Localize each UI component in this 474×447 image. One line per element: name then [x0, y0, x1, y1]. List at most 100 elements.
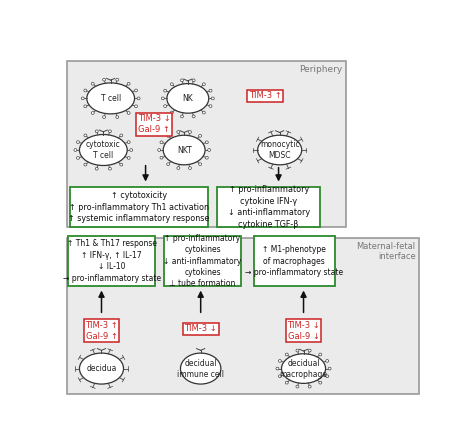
Circle shape	[296, 349, 299, 352]
Circle shape	[116, 78, 118, 81]
Circle shape	[84, 163, 87, 166]
Ellipse shape	[167, 84, 209, 113]
FancyBboxPatch shape	[66, 238, 419, 394]
Text: ↑ Th1 & Th17 response
↑ IFN-γ, ↑ IL-17
↓ IL-10
→ pro-inflammatory state: ↑ Th1 & Th17 response ↑ IFN-γ, ↑ IL-17 ↓…	[63, 239, 161, 283]
Text: ↑ pro-inflammatory
cytokine IFN-γ
↓ anti-inflammatory
cytokine TGF-β: ↑ pro-inflammatory cytokine IFN-γ ↓ anti…	[228, 186, 310, 229]
Text: TIM-3 ↑: TIM-3 ↑	[248, 91, 282, 100]
Text: Maternal-fetal
interface: Maternal-fetal interface	[356, 242, 416, 261]
Circle shape	[296, 385, 299, 388]
Circle shape	[177, 131, 180, 133]
Circle shape	[127, 112, 130, 114]
Circle shape	[285, 353, 288, 356]
Text: T cell: T cell	[100, 94, 121, 103]
Circle shape	[192, 79, 195, 82]
Circle shape	[170, 111, 173, 114]
Circle shape	[160, 156, 163, 159]
Circle shape	[84, 89, 87, 92]
Text: monocytic
MDSC: monocytic MDSC	[260, 140, 300, 160]
Circle shape	[135, 89, 137, 92]
Circle shape	[326, 359, 328, 363]
Circle shape	[135, 105, 137, 108]
FancyBboxPatch shape	[254, 236, 335, 286]
Ellipse shape	[87, 83, 135, 114]
Circle shape	[276, 367, 279, 370]
Text: TIM-3 ↓
Gal-9 ↓: TIM-3 ↓ Gal-9 ↓	[287, 320, 320, 341]
Text: cytotoxic
T cell: cytotoxic T cell	[86, 140, 121, 160]
Circle shape	[278, 375, 282, 378]
Circle shape	[308, 385, 311, 388]
FancyBboxPatch shape	[66, 60, 346, 228]
Circle shape	[120, 134, 123, 137]
Ellipse shape	[80, 135, 127, 165]
Circle shape	[109, 167, 111, 170]
FancyBboxPatch shape	[70, 187, 208, 228]
Circle shape	[84, 134, 87, 137]
Text: TIM-3 ↑
Gal-9 ↑: TIM-3 ↑ Gal-9 ↑	[85, 320, 118, 341]
Ellipse shape	[80, 353, 124, 384]
Circle shape	[328, 367, 331, 370]
Circle shape	[95, 167, 98, 170]
Circle shape	[82, 97, 84, 100]
Ellipse shape	[181, 353, 221, 384]
Text: ↑ pro-inflammatory
cytokines
↓ anti-inflammatory
cytokines
⊥ tube formation: ↑ pro-inflammatory cytokines ↓ anti-infl…	[164, 234, 242, 288]
Text: TIM-3 ↓
Gal-9 ↑: TIM-3 ↓ Gal-9 ↑	[137, 114, 170, 134]
Circle shape	[181, 79, 183, 82]
Circle shape	[189, 131, 191, 133]
Circle shape	[170, 83, 173, 85]
Circle shape	[211, 97, 214, 100]
Circle shape	[208, 149, 210, 152]
Circle shape	[164, 89, 167, 92]
Circle shape	[161, 97, 164, 100]
FancyBboxPatch shape	[68, 236, 155, 286]
Circle shape	[326, 375, 328, 378]
Circle shape	[177, 167, 180, 169]
Text: NK: NK	[182, 94, 193, 103]
Text: ↑ cytotoxicity
↑ pro-inflammatory Th1 activation
↑ systemic inflammatory respons: ↑ cytotoxicity ↑ pro-inflammatory Th1 ac…	[68, 191, 210, 223]
Circle shape	[205, 141, 208, 143]
Circle shape	[84, 105, 87, 108]
Text: decidual
immune cell: decidual immune cell	[177, 358, 224, 379]
Circle shape	[95, 130, 98, 133]
Circle shape	[278, 359, 282, 363]
Circle shape	[137, 97, 140, 100]
Circle shape	[130, 149, 133, 152]
Circle shape	[199, 135, 201, 137]
Ellipse shape	[282, 354, 326, 384]
Circle shape	[127, 141, 130, 143]
Ellipse shape	[163, 135, 205, 165]
Circle shape	[189, 167, 191, 169]
Circle shape	[167, 135, 170, 137]
Circle shape	[199, 163, 201, 165]
Text: Periphery: Periphery	[299, 65, 342, 74]
Circle shape	[158, 149, 161, 152]
Circle shape	[103, 116, 106, 118]
Circle shape	[76, 156, 80, 159]
Circle shape	[160, 141, 163, 143]
Text: TIM-3 ↓: TIM-3 ↓	[184, 325, 217, 333]
Circle shape	[127, 156, 130, 159]
Text: decidua: decidua	[86, 364, 117, 373]
Text: NKT: NKT	[177, 146, 191, 155]
FancyBboxPatch shape	[217, 187, 320, 228]
FancyBboxPatch shape	[164, 236, 241, 286]
Text: decidual
macrophage: decidual macrophage	[280, 358, 328, 379]
Ellipse shape	[257, 135, 301, 165]
Circle shape	[167, 163, 170, 165]
Circle shape	[109, 130, 111, 133]
Circle shape	[91, 112, 94, 114]
Circle shape	[120, 163, 123, 166]
Circle shape	[209, 89, 212, 92]
Circle shape	[74, 149, 77, 152]
Circle shape	[308, 349, 311, 352]
Circle shape	[116, 116, 118, 118]
Text: ↑ M1-phenotype
of macrophages
→ pro-inflammatory state: ↑ M1-phenotype of macrophages → pro-infl…	[245, 245, 344, 277]
Circle shape	[181, 115, 183, 118]
Circle shape	[103, 78, 106, 81]
Circle shape	[202, 83, 205, 85]
Circle shape	[192, 115, 195, 118]
Circle shape	[202, 111, 205, 114]
Circle shape	[205, 156, 208, 159]
Circle shape	[319, 353, 322, 356]
Circle shape	[319, 381, 322, 384]
Circle shape	[285, 381, 288, 384]
